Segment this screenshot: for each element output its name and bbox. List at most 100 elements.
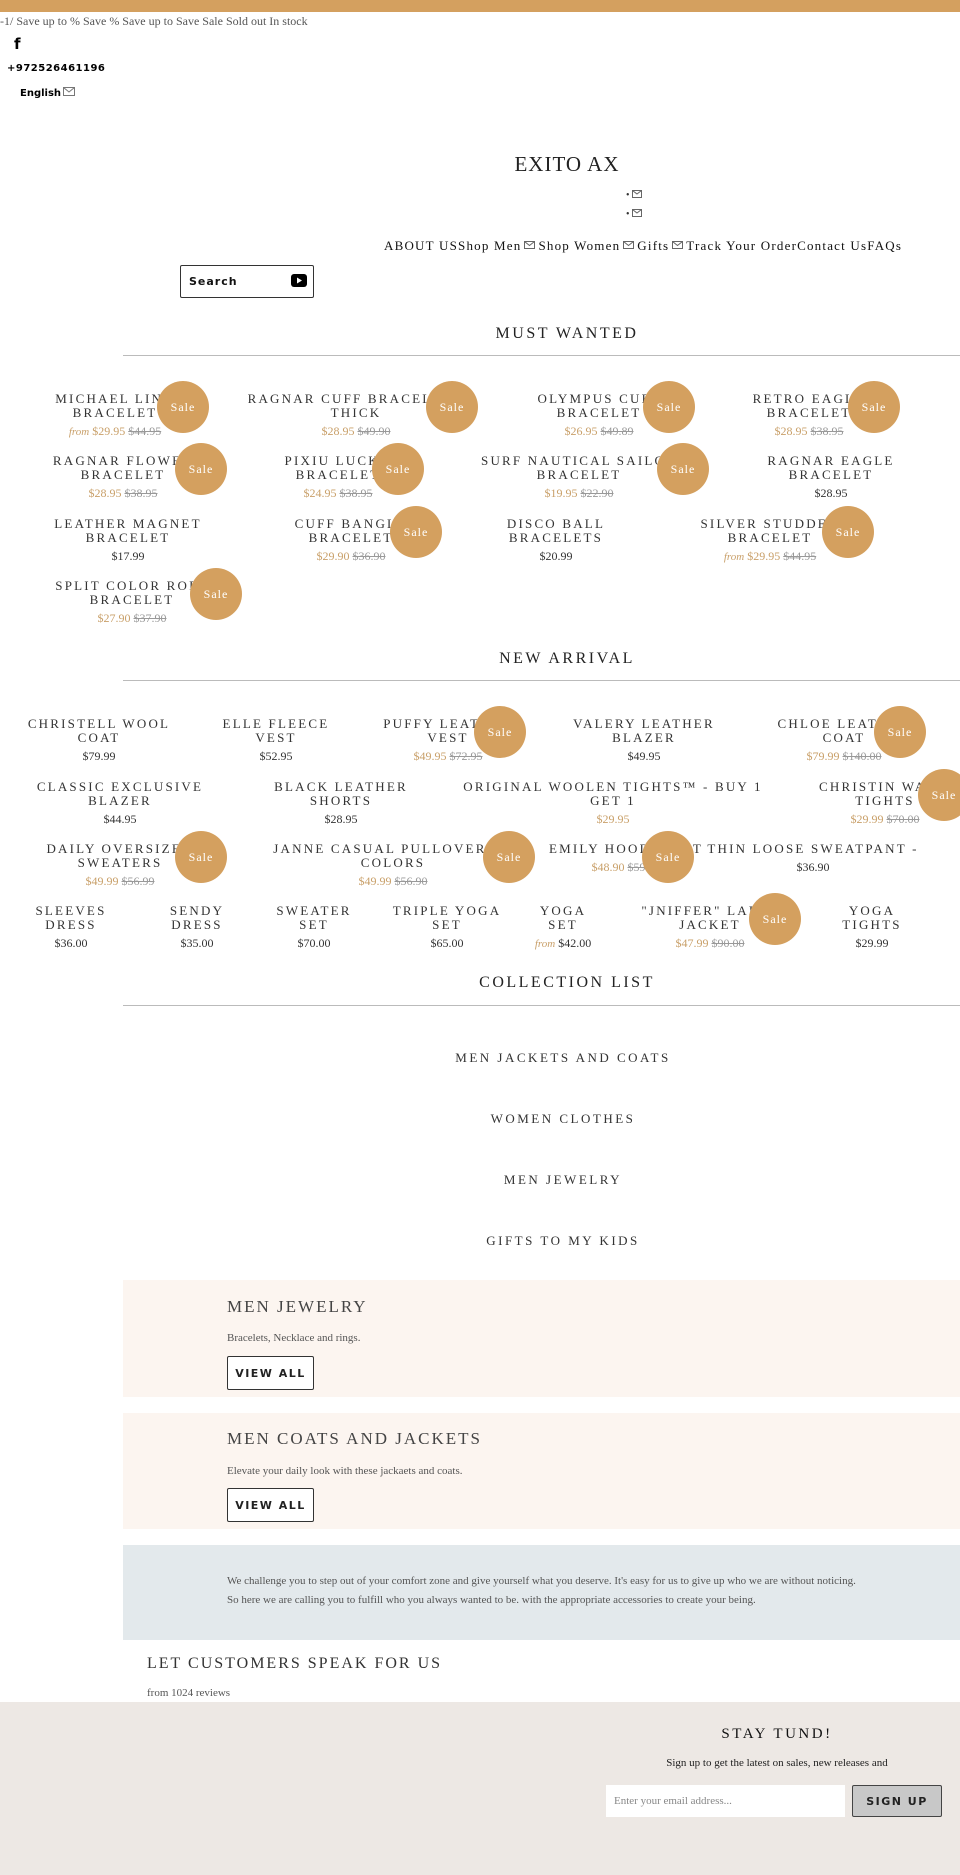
product-card[interactable]: THIN LOOSE SWEATPANT - $36.90 (703, 842, 923, 875)
sale-badge: Sale (483, 831, 535, 883)
price: $48.90 (591, 860, 625, 874)
collection-link[interactable]: GIFTS TO MY KIDS (486, 1233, 640, 1248)
product-card[interactable]: LEATHER MAGNET BRACELET $17.99 (38, 517, 218, 564)
statement-line: So here we are calling you to fulfill wh… (227, 1594, 756, 1606)
product-price: $35.00 (152, 936, 242, 951)
sale-badge: Sale (918, 769, 960, 821)
product-card[interactable]: SENDY DRESS $35.00 (152, 904, 242, 951)
product-card[interactable]: CHRISTIN WARM TIGHTS $29.99 $70.00 (805, 780, 960, 827)
product-price: $79.99 (14, 749, 184, 764)
footer: STAY TUND! Sign up to get the latest on … (0, 1702, 960, 1875)
compare-price: $44.95 (783, 549, 817, 563)
sale-badge: Sale (372, 443, 424, 495)
product-card[interactable]: RETRO EAGLE BRACELET $28.95 $38.95 (724, 392, 894, 439)
compare-price: $70.00 (886, 812, 920, 826)
product-card[interactable]: SURF NAUTICAL SAILOR BRACELET $19.95 $22.9… (464, 454, 694, 501)
nav-link[interactable]: Shop Women (538, 238, 621, 253)
footer-text: Sign up to get the latest on sales, new … (666, 1757, 888, 1769)
signup-button[interactable]: SIGN UP (852, 1785, 942, 1817)
product-card[interactable]: BLACK LEATHER SHORTS $28.95 (256, 780, 426, 827)
product-price: $49.95 $72.95 (373, 749, 523, 764)
product-name: RETRO EAGLE BRACELET (752, 391, 866, 420)
product-price: $28.95 (746, 486, 916, 501)
price: $29.90 (316, 549, 350, 563)
compare-price: $38.95 (339, 486, 373, 500)
nav-link[interactable]: Shop Men (458, 238, 522, 253)
statement-line: We challenge you to step out of your com… (227, 1575, 856, 1587)
divider (123, 355, 960, 356)
product-card[interactable]: ELLE FLEECE VEST $52.95 (201, 717, 351, 764)
nav-link[interactable]: Contact Us (797, 238, 868, 253)
product-card[interactable]: "JNIFFER" LAPEL JACKET $47.99 $90.00 (635, 904, 785, 951)
price: $44.95 (103, 812, 137, 826)
product-card[interactable]: RAGNAR EAGLE BRACELET $28.95 (746, 454, 916, 501)
product-card[interactable]: YOGA SET from $42.00 (528, 904, 598, 951)
product-price: from $29.95 $44.95 (675, 549, 865, 564)
product-name: MICHAEL LINK BRACELET (55, 391, 175, 420)
search-box[interactable]: Search (180, 265, 314, 298)
price: $52.95 (259, 749, 293, 763)
phone[interactable]: +972526461196 (7, 63, 106, 74)
price: $26.95 (564, 424, 598, 438)
product-card[interactable]: CHRISTELL WOOL COAT $79.99 (14, 717, 184, 764)
nav-link[interactable]: ABOUT US (384, 238, 459, 253)
product-name: LEATHER MAGNET BRACELET (54, 516, 202, 545)
language[interactable]: English (20, 88, 62, 99)
product-price: $27.90 $37.90 (42, 611, 222, 626)
product-card[interactable]: PIXIU LUCKY BRACELET $24.95 $38.95 (253, 454, 423, 501)
product-card[interactable]: OLYMPUS CUFF BRACELET $26.95 $49.89 (514, 392, 684, 439)
product-name: OLYMPUS CUFF BRACELET (537, 391, 661, 420)
product-card[interactable]: SWEATER SET $70.00 (269, 904, 359, 951)
collection-link[interactable]: MEN JEWELRY (503, 1172, 623, 1187)
nav-link[interactable]: FAQs (867, 238, 903, 253)
search-icon (291, 274, 307, 287)
product-card[interactable]: DISCO BALL BRACELETS $20.99 (471, 517, 641, 564)
view-all-button[interactable]: VIEW ALL (227, 1488, 314, 1522)
footer-title: STAY TUND! (721, 1726, 833, 1742)
product-card[interactable]: SLEEVES DRESS $36.00 (26, 904, 116, 951)
product-card[interactable]: CUFF BANGLE BRACELET $29.90 $36.90 (266, 517, 436, 564)
product-card[interactable]: SPLIT COLOR ROPE BRACELET $27.90 $37.90 (42, 579, 222, 626)
product-card[interactable]: SILVER STUDDED BRACELET from $29.95 $44.95 (675, 517, 865, 564)
product-card[interactable]: RAGNAR CUFF BRACELET - THICK $28.95 $49.90 (246, 392, 466, 439)
product-price: $26.95 $49.89 (514, 424, 684, 439)
product-price: $49.99 $56.90 (263, 874, 523, 889)
price: $29.95 (747, 549, 781, 563)
product-name: CUFF BANGLE BRACELET (294, 516, 408, 545)
view-all-button[interactable]: VIEW ALL (227, 1356, 314, 1390)
product-card[interactable]: RAGNAR FLOWER BRACELET $28.95 $38.95 (38, 454, 208, 501)
price: $35.00 (180, 936, 214, 950)
price: $28.95 (814, 486, 848, 500)
nav-link[interactable]: Gifts (637, 238, 670, 253)
product-card[interactable]: YOGA TIGHTS $29.99 (827, 904, 917, 951)
product-name: CHRISTIN WARM TIGHTS (818, 779, 951, 808)
nav-link[interactable]: Track Your Order (686, 238, 798, 253)
price: $36.90 (796, 860, 830, 874)
product-card[interactable]: CLASSIC EXCLUSIVE BLAZER $44.95 (20, 780, 220, 827)
product-name: ELLE FLEECE VEST (222, 716, 330, 745)
product-card[interactable]: ORIGINAL WOOLEN TIGHTS™ - BUY 1 GET 1 $29… (453, 780, 773, 827)
product-name: SLEEVES DRESS (35, 903, 107, 932)
price-prefix: from (723, 551, 745, 563)
sale-badge: Sale (474, 706, 526, 758)
product-price: $29.90 $36.90 (266, 549, 436, 564)
product-card[interactable]: VALERY LEATHER BLAZER $49.95 (544, 717, 744, 764)
banner: MEN COATS AND JACKETS Elevate your daily… (123, 1413, 960, 1529)
product-card[interactable]: DAILY OVERSIZED SWEATERS $49.99 $56.99 (30, 842, 210, 889)
price: $65.00 (430, 936, 464, 950)
price: $28.95 (88, 486, 122, 500)
price: $49.99 (358, 874, 392, 888)
logo[interactable]: EXITO AX (514, 152, 620, 176)
facebook-icon[interactable]: f (14, 35, 21, 53)
collection-link[interactable]: WOMEN CLOTHES (490, 1111, 636, 1126)
email-input[interactable]: Enter your email address... (606, 1785, 845, 1817)
product-card[interactable]: TRIPLE YOGA SET $65.00 (382, 904, 512, 951)
product-card[interactable]: MICHAEL LINK BRACELET from $29.95 $44.95 (30, 392, 200, 439)
product-price: $65.00 (382, 936, 512, 951)
compare-price: $37.90 (133, 611, 167, 625)
collection-link[interactable]: MEN JACKETS AND COATS (455, 1050, 671, 1065)
product-name: SENDY DRESS (169, 903, 225, 932)
sale-badge: Sale (390, 506, 442, 558)
product-card[interactable]: CHLOE LEATHER COAT $79.99 $140.00 (769, 717, 919, 764)
product-card[interactable]: JANNE CASUAL PULLOVER - 3 COLORS $49.99 $5… (263, 842, 523, 889)
